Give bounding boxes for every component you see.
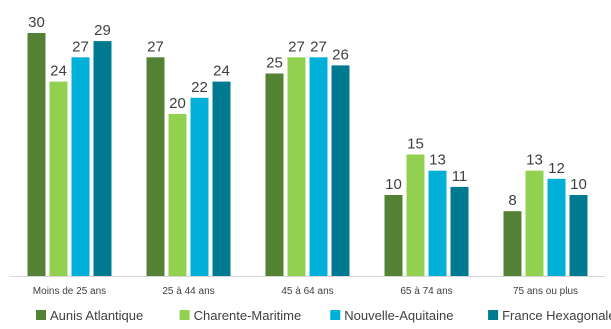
data-label-aunis-atlantique-45-a-64-ans: 25	[266, 55, 283, 72]
category-label-65-a-74-ans: 65 à 74 ans	[400, 286, 452, 297]
bar-nouvelle-aquitaine-moins-de-25-ans	[71, 57, 90, 276]
data-label-charente-maritime-45-a-64-ans: 27	[288, 38, 305, 55]
bar-nouvelle-aquitaine-45-a-64-ans	[309, 57, 328, 276]
legend-label-france-hexagonale: France Hexagonale	[502, 308, 611, 323]
legend-item-charente-maritime: Charente-Maritime	[179, 308, 302, 323]
bar-aunis-atlantique-75-ans-ou-plus	[503, 211, 522, 276]
category-label-45-a-64-ans: 45 à 64 ans	[281, 286, 333, 297]
data-label-france-hexagonale-75-ans-ou-plus: 10	[570, 176, 587, 193]
data-label-aunis-atlantique-65-a-74-ans: 10	[385, 176, 402, 193]
data-label-charente-maritime-moins-de-25-ans: 24	[50, 63, 67, 80]
legend-item-aunis-atlantique: Aunis Atlantique	[36, 308, 143, 323]
data-label-france-hexagonale-45-a-64-ans: 26	[332, 46, 349, 63]
bar-france-hexagonale-moins-de-25-ans	[93, 41, 112, 276]
labels-layer: 30 24 27 29 27 20 22 24 25 27 27 26 10 15 13 11 8 13 12 10	[28, 14, 587, 209]
bar-nouvelle-aquitaine-65-a-74-ans	[428, 170, 447, 276]
bar-aunis-atlantique-moins-de-25-ans	[27, 33, 46, 276]
bar-nouvelle-aquitaine-25-a-44-ans	[190, 97, 209, 276]
bar-aunis-atlantique-65-a-74-ans	[384, 195, 403, 276]
legend: Aunis Atlantique Charente-Maritime Nouvell…	[36, 308, 611, 323]
bar-aunis-atlantique-45-a-64-ans	[265, 73, 284, 276]
bar-france-hexagonale-45-a-64-ans	[331, 65, 350, 277]
category-label-25-a-44-ans: 25 à 44 ans	[162, 286, 214, 297]
data-label-nouvelle-aquitaine-75-ans-ou-plus: 12	[548, 160, 565, 177]
data-label-charente-maritime-65-a-74-ans: 15	[407, 136, 424, 153]
bar-france-hexagonale-25-a-44-ans	[212, 81, 231, 276]
bars-layer	[27, 33, 588, 277]
bar-charente-maritime-45-a-64-ans	[287, 57, 306, 276]
legend-item-france-hexagonale: France Hexagonale	[488, 308, 611, 323]
data-label-nouvelle-aquitaine-moins-de-25-ans: 27	[72, 38, 89, 55]
legend-item-nouvelle-aquitaine: Nouvelle-Aquitaine	[330, 308, 453, 323]
data-label-france-hexagonale-25-a-44-ans: 24	[213, 63, 230, 80]
legend-label-charente-maritime: Charente-Maritime	[194, 308, 302, 323]
legend-label-aunis-atlantique: Aunis Atlantique	[50, 308, 143, 323]
data-label-nouvelle-aquitaine-65-a-74-ans: 13	[429, 152, 446, 169]
bar-france-hexagonale-75-ans-ou-plus	[569, 195, 588, 276]
bar-aunis-atlantique-25-a-44-ans	[146, 57, 165, 276]
data-label-aunis-atlantique-moins-de-25-ans: 30	[28, 14, 45, 31]
category-label-75-ans-ou-plus: 75 ans ou plus	[513, 286, 578, 297]
legend-swatch-aunis-atlantique	[36, 310, 46, 320]
data-label-aunis-atlantique-75-ans-ou-plus: 8	[508, 192, 516, 209]
legend-swatch-nouvelle-aquitaine	[330, 310, 341, 320]
bar-charente-maritime-65-a-74-ans	[406, 154, 425, 276]
bar-charente-maritime-75-ans-ou-plus	[525, 170, 544, 276]
data-label-aunis-atlantique-25-a-44-ans: 27	[147, 38, 164, 55]
data-label-nouvelle-aquitaine-25-a-44-ans: 22	[191, 79, 208, 96]
category-labels: Moins de 25 ans 25 à 44 ans 45 à 64 ans 65 …	[33, 286, 578, 297]
data-label-france-hexagonale-moins-de-25-ans: 29	[94, 22, 111, 39]
data-label-charente-maritime-25-a-44-ans: 20	[169, 95, 186, 112]
data-label-nouvelle-aquitaine-45-a-64-ans: 27	[310, 38, 327, 55]
legend-label-nouvelle-aquitaine: Nouvelle-Aquitaine	[344, 308, 453, 323]
legend-swatch-charente-maritime	[179, 310, 190, 320]
legend-swatch-france-hexagonale	[488, 310, 499, 320]
data-label-charente-maritime-75-ans-ou-plus: 13	[526, 152, 543, 169]
bar-france-hexagonale-65-a-74-ans	[450, 186, 469, 276]
category-label-moins-de-25-ans: Moins de 25 ans	[33, 286, 106, 297]
bar-charente-maritime-moins-de-25-ans	[49, 81, 68, 276]
bar-nouvelle-aquitaine-75-ans-ou-plus	[547, 178, 566, 276]
data-label-france-hexagonale-65-a-74-ans: 11	[452, 168, 468, 185]
bar-charente-maritime-25-a-44-ans	[168, 114, 187, 276]
